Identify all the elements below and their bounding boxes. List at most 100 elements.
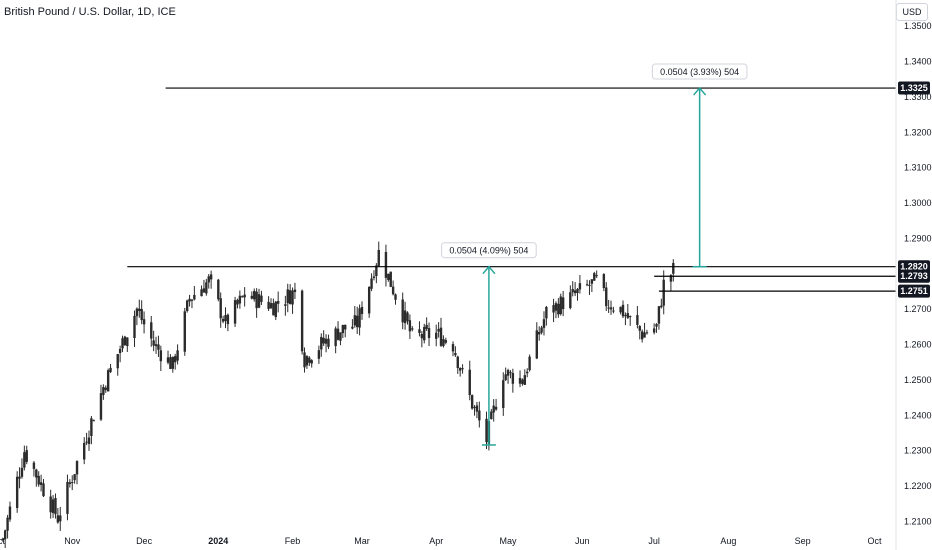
candle <box>612 306 615 314</box>
candle <box>150 315 153 347</box>
candle-body <box>121 338 124 349</box>
chart-title: British Pound / U.S. Dollar, 1D, ICE <box>4 6 176 18</box>
candle <box>408 314 412 339</box>
candle-body <box>118 348 122 354</box>
candle-body <box>293 289 297 293</box>
candle <box>358 304 361 336</box>
candle-body <box>159 350 163 362</box>
candle-body <box>1 538 4 540</box>
price-tick-label: 1.2100 <box>904 516 932 526</box>
candle <box>387 273 390 282</box>
candle <box>444 337 448 345</box>
candle <box>569 285 572 310</box>
candle <box>502 372 505 416</box>
time-tick-label: Jun <box>575 536 590 546</box>
candle <box>85 432 88 446</box>
candle <box>66 474 69 521</box>
time-axis[interactable]: Oct Nov Dec 2024 Feb Mar Apr May Jun Jul Aug Sep Oct <box>0 536 882 546</box>
price-tick-label: 1.2300 <box>904 446 932 456</box>
candle <box>71 475 74 491</box>
candle-body <box>92 420 95 422</box>
candle-body <box>133 315 136 339</box>
candle-body <box>20 467 24 477</box>
candle-body <box>590 279 594 284</box>
candle-body <box>353 315 357 326</box>
candle-body <box>420 334 424 339</box>
candle-body <box>628 316 632 318</box>
candle-body <box>126 337 129 346</box>
candle-body <box>425 324 428 329</box>
candle-body <box>427 328 431 338</box>
candle <box>217 278 220 302</box>
candle <box>391 280 395 296</box>
candle <box>310 359 313 368</box>
candle <box>418 321 421 337</box>
candle-body <box>49 496 52 513</box>
candle <box>523 369 527 385</box>
candle-body <box>255 291 258 309</box>
candle <box>652 323 656 335</box>
candle <box>159 345 163 372</box>
candle-body <box>437 328 440 332</box>
price-axis[interactable]: 1.3500 1.3400 1.3300 1.3200 1.3100 1.3000 1.29… <box>904 21 932 526</box>
candle <box>293 282 297 300</box>
candle <box>15 471 19 513</box>
candle-body <box>104 387 107 390</box>
measurement[interactable]: 0.0504 (4.09%) 504 <box>441 242 537 446</box>
candle <box>305 355 309 369</box>
candle <box>300 289 304 355</box>
candle <box>401 292 404 330</box>
candle <box>528 354 531 372</box>
candle <box>540 325 543 335</box>
measurement[interactable]: 0.0504 (3.93%) 504 <box>651 63 748 268</box>
candle-body <box>188 298 191 302</box>
candle-body <box>37 475 40 485</box>
candle <box>537 326 541 341</box>
candle-body <box>209 274 213 280</box>
candle-body <box>423 326 426 341</box>
price-tick-label: 1.3400 <box>904 57 932 67</box>
candle-body <box>59 515 62 522</box>
candle-body <box>174 356 177 363</box>
candle <box>511 368 515 393</box>
candle-body <box>406 312 409 322</box>
candle <box>344 324 347 338</box>
candle <box>554 301 558 319</box>
candle <box>535 322 538 360</box>
candle <box>1 537 4 542</box>
price-tick-label: 1.2700 <box>904 304 932 314</box>
candle <box>250 291 254 300</box>
candle <box>327 334 330 350</box>
candle-body <box>66 481 69 514</box>
candle <box>121 335 124 352</box>
candle <box>334 326 337 354</box>
candle-body <box>87 437 91 444</box>
candle-body <box>576 288 579 294</box>
candle-body <box>123 336 127 346</box>
candle-body <box>636 315 639 325</box>
candle-body <box>272 303 275 316</box>
candle <box>288 284 292 305</box>
candle <box>420 330 424 348</box>
candle <box>90 416 93 445</box>
candle <box>351 319 354 330</box>
candle <box>561 291 565 317</box>
candle-body <box>375 265 378 277</box>
measure-label: 0.0504 (3.93%) 504 <box>660 67 739 77</box>
candle-body <box>224 315 227 322</box>
measure-label-box <box>651 63 748 80</box>
candle-body <box>645 332 649 334</box>
candle <box>226 313 230 332</box>
candle-body <box>344 324 347 330</box>
candle-body <box>669 275 673 282</box>
candle <box>109 363 112 374</box>
candle <box>25 445 28 465</box>
candle <box>624 312 627 326</box>
price-tick-label: 1.2600 <box>904 340 932 350</box>
candle-body <box>561 297 565 310</box>
candle <box>494 398 498 411</box>
candle-body <box>626 313 629 318</box>
candle <box>435 324 438 347</box>
candle <box>660 298 663 309</box>
